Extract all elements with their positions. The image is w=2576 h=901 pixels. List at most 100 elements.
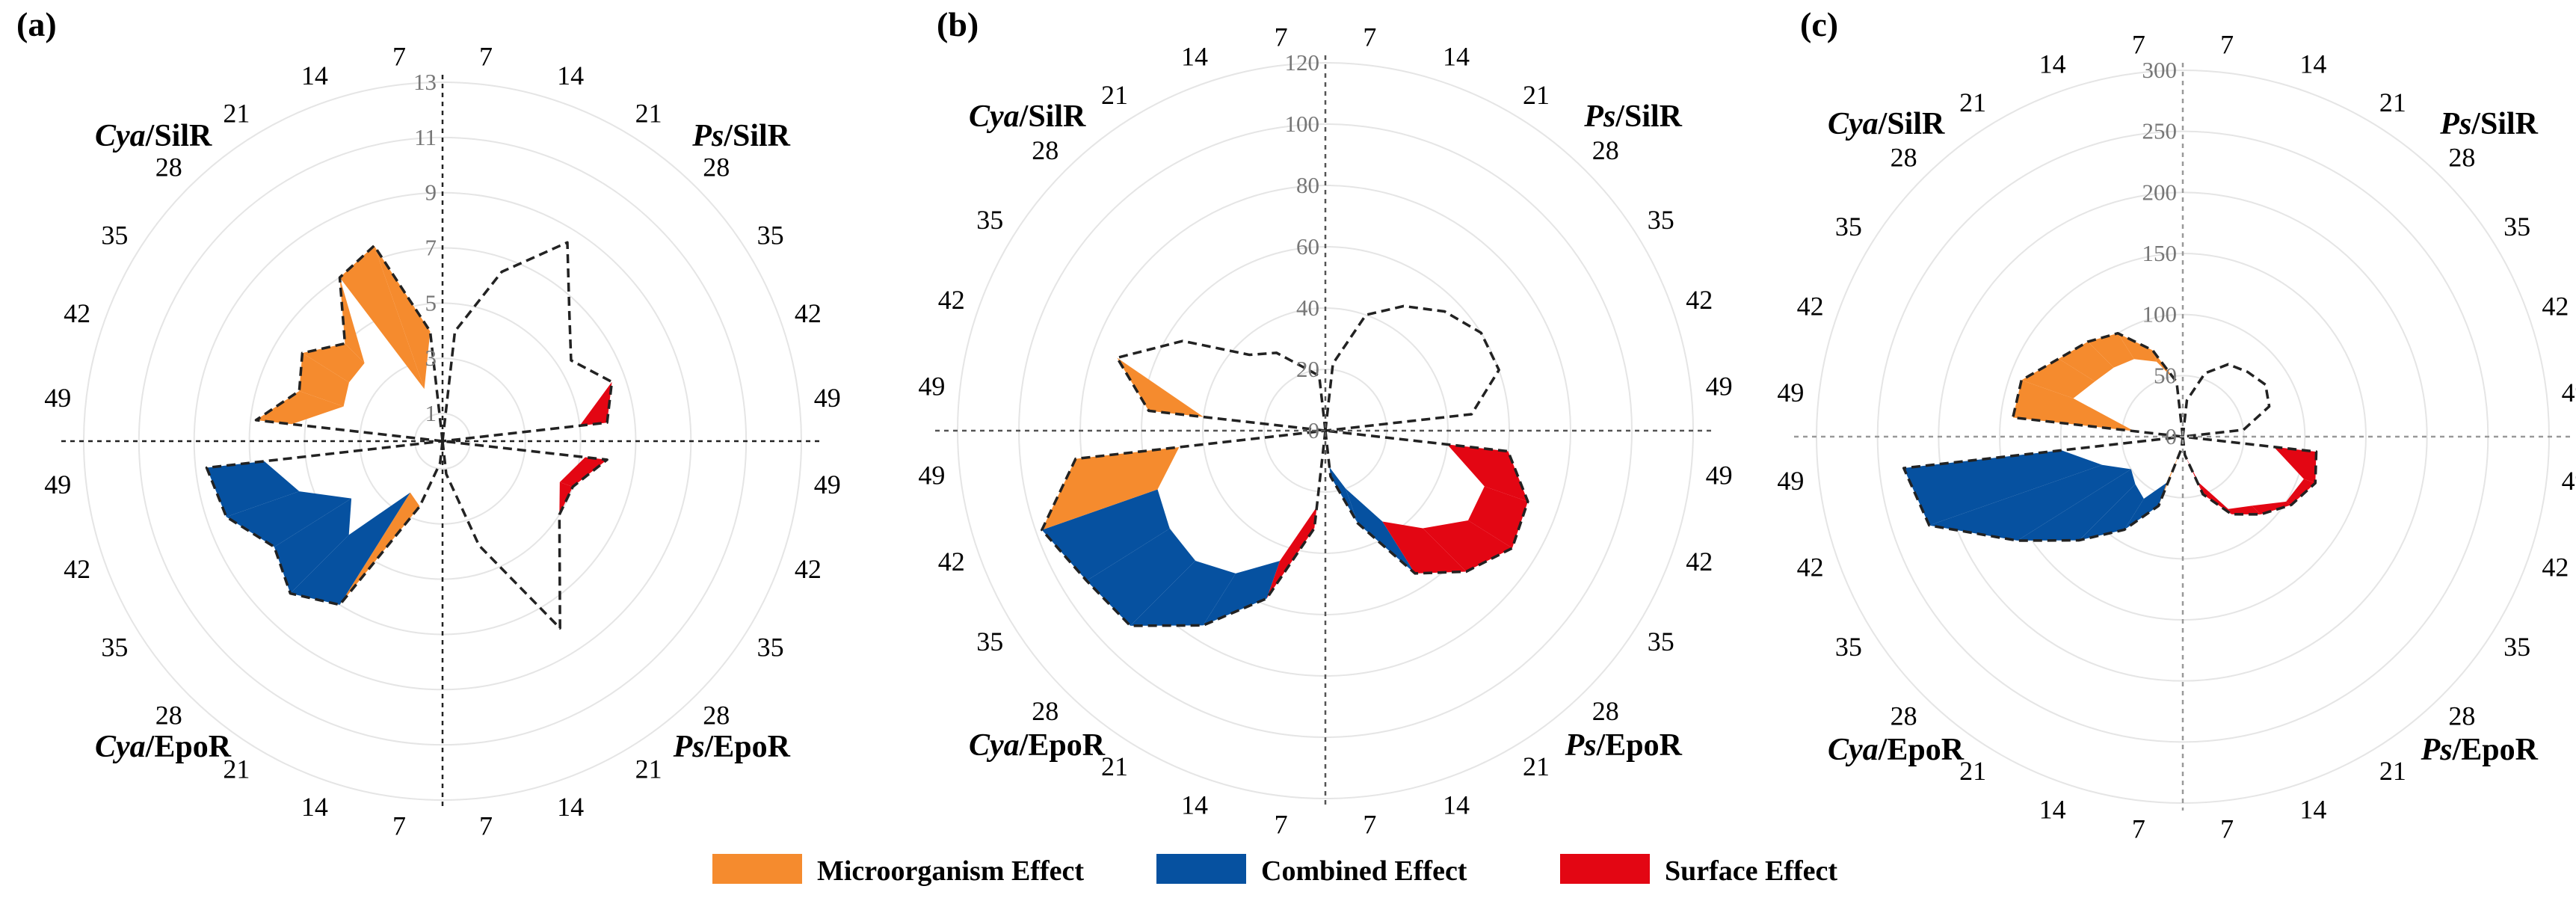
envelope-line [254, 244, 444, 443]
day-label: 49 [918, 460, 945, 490]
envelope-line [2181, 435, 2318, 516]
surface-effect-area [559, 457, 608, 487]
envelope-line [1115, 339, 1327, 432]
legend-label-micro: Microorganism Effect [817, 855, 1084, 887]
scale-tick-label: 3 [425, 345, 437, 371]
day-label: 21 [1101, 80, 1128, 110]
day-label: 49 [44, 383, 71, 413]
day-label: 42 [795, 554, 822, 584]
panel-letter: (a) [16, 5, 57, 43]
day-label: 7 [2132, 29, 2145, 59]
quadrant-label-species: Cya [95, 119, 146, 153]
quadrant-label-bottom-right: Ps/EpoR [2421, 733, 2539, 767]
radar-panels: 1357911137142128354249714212835424971421… [16, 5, 2576, 844]
day-label: 14 [1443, 42, 1470, 72]
series-ps-silr [441, 241, 614, 443]
envelope-line [205, 440, 444, 606]
scale-tick-label: 20 [1296, 356, 1319, 382]
day-label: 14 [2299, 49, 2326, 79]
micro-effect-area [339, 492, 420, 605]
legend: Microorganism Effect Combined Effect Sur… [712, 854, 1837, 887]
day-label: 35 [757, 633, 784, 662]
envelope-line [2181, 363, 2271, 438]
day-label: 28 [2448, 701, 2475, 731]
day-label: 49 [1706, 460, 1733, 490]
day-label: 35 [101, 633, 128, 662]
day-label: 49 [1777, 466, 1804, 496]
day-label: 35 [101, 220, 128, 250]
quadrant-label-substrate: /SilR [723, 119, 790, 153]
quadrant-label-bottom-left: Cya/EpoR [969, 728, 1106, 763]
day-label: 14 [301, 792, 328, 822]
quadrant-label-species: Ps [691, 119, 724, 153]
micro-effect-area [2087, 333, 2134, 368]
day-label: 21 [223, 98, 250, 128]
day-label: 42 [938, 547, 965, 576]
day-label: 35 [757, 220, 784, 250]
scale-tick-label: 60 [1296, 233, 1319, 259]
quadrant-label-substrate: /EpoR [1878, 733, 1965, 767]
day-label: 28 [1891, 701, 1917, 731]
quadrant-label-top-left: Cya/SilR [95, 119, 212, 153]
surface-effect-area [2273, 446, 2317, 484]
day-label: 28 [1032, 696, 1059, 726]
day-label: 49 [1777, 378, 1804, 408]
scale-tick-label: 9 [425, 179, 437, 206]
quadrant-label-substrate: /SilR [1878, 107, 1945, 141]
quadrant-label-substrate: /EpoR [2452, 733, 2539, 767]
combined-effect-area [1086, 528, 1196, 626]
surface-effect-area [2228, 505, 2261, 514]
micro-effect-area [374, 245, 431, 390]
surface-effect-area [2184, 455, 2203, 495]
quadrant-label-top-right: Ps/SilR [1583, 99, 1682, 134]
day-label: 14 [1181, 42, 1208, 72]
envelope-line [441, 241, 614, 443]
quadrant-label-bottom-left: Cya/EpoR [95, 730, 232, 764]
day-label: 21 [1523, 751, 1550, 781]
day-label: 21 [1523, 80, 1550, 110]
quadrant-label-substrate: /SilR [2471, 107, 2538, 141]
micro-effect-area [2118, 333, 2157, 362]
quadrant-label-species: Cya [1828, 733, 1879, 767]
day-label: 14 [557, 792, 584, 822]
day-label: 42 [64, 554, 90, 584]
day-label: 7 [2220, 29, 2234, 59]
day-label: 35 [976, 627, 1003, 656]
series-ps-silr [1324, 304, 1500, 432]
quadrant-label-top-left: Cya/SilR [969, 99, 1086, 134]
day-label: 14 [2039, 49, 2066, 79]
legend-label-combined: Combined Effect [1261, 855, 1467, 887]
series-cya-epor [1040, 429, 1327, 627]
day-label: 28 [155, 700, 182, 730]
combined-effect-area [274, 498, 352, 594]
quadrant-label-species: Ps [2439, 107, 2471, 141]
day-label: 21 [2379, 87, 2406, 117]
day-label: 7 [1363, 22, 1376, 52]
series-cya-silr [1115, 339, 1327, 432]
combined-effect-area [2124, 482, 2167, 530]
day-label: 7 [1275, 22, 1288, 52]
day-label: 21 [2379, 756, 2406, 786]
day-label: 21 [635, 754, 662, 784]
quadrant-label-species: Cya [1828, 107, 1879, 141]
day-label: 49 [918, 372, 945, 402]
combined-effect-area [2079, 484, 2144, 541]
scale-tick-label: 80 [1296, 172, 1319, 198]
scale-tick-label: 120 [1285, 49, 1320, 76]
day-label: 35 [2503, 212, 2530, 242]
day-label: 28 [1592, 135, 1619, 165]
day-label: 42 [1686, 547, 1713, 576]
quadrant-label-substrate: /SilR [1615, 99, 1682, 134]
micro-effect-area [2152, 350, 2177, 382]
scale-tick-label: 40 [1296, 295, 1319, 321]
legend-swatch-micro [712, 854, 802, 884]
combined-effect-area [1346, 488, 1415, 573]
day-label: 49 [2562, 378, 2576, 408]
surface-effect-area [1266, 506, 1317, 599]
scale-tick-label: 7 [425, 235, 437, 261]
combined-effect-area [206, 461, 300, 517]
quadrant-label-substrate: /SilR [145, 119, 212, 153]
day-label: 49 [44, 470, 71, 499]
day-label: 28 [2448, 143, 2475, 173]
day-label: 28 [703, 700, 730, 730]
